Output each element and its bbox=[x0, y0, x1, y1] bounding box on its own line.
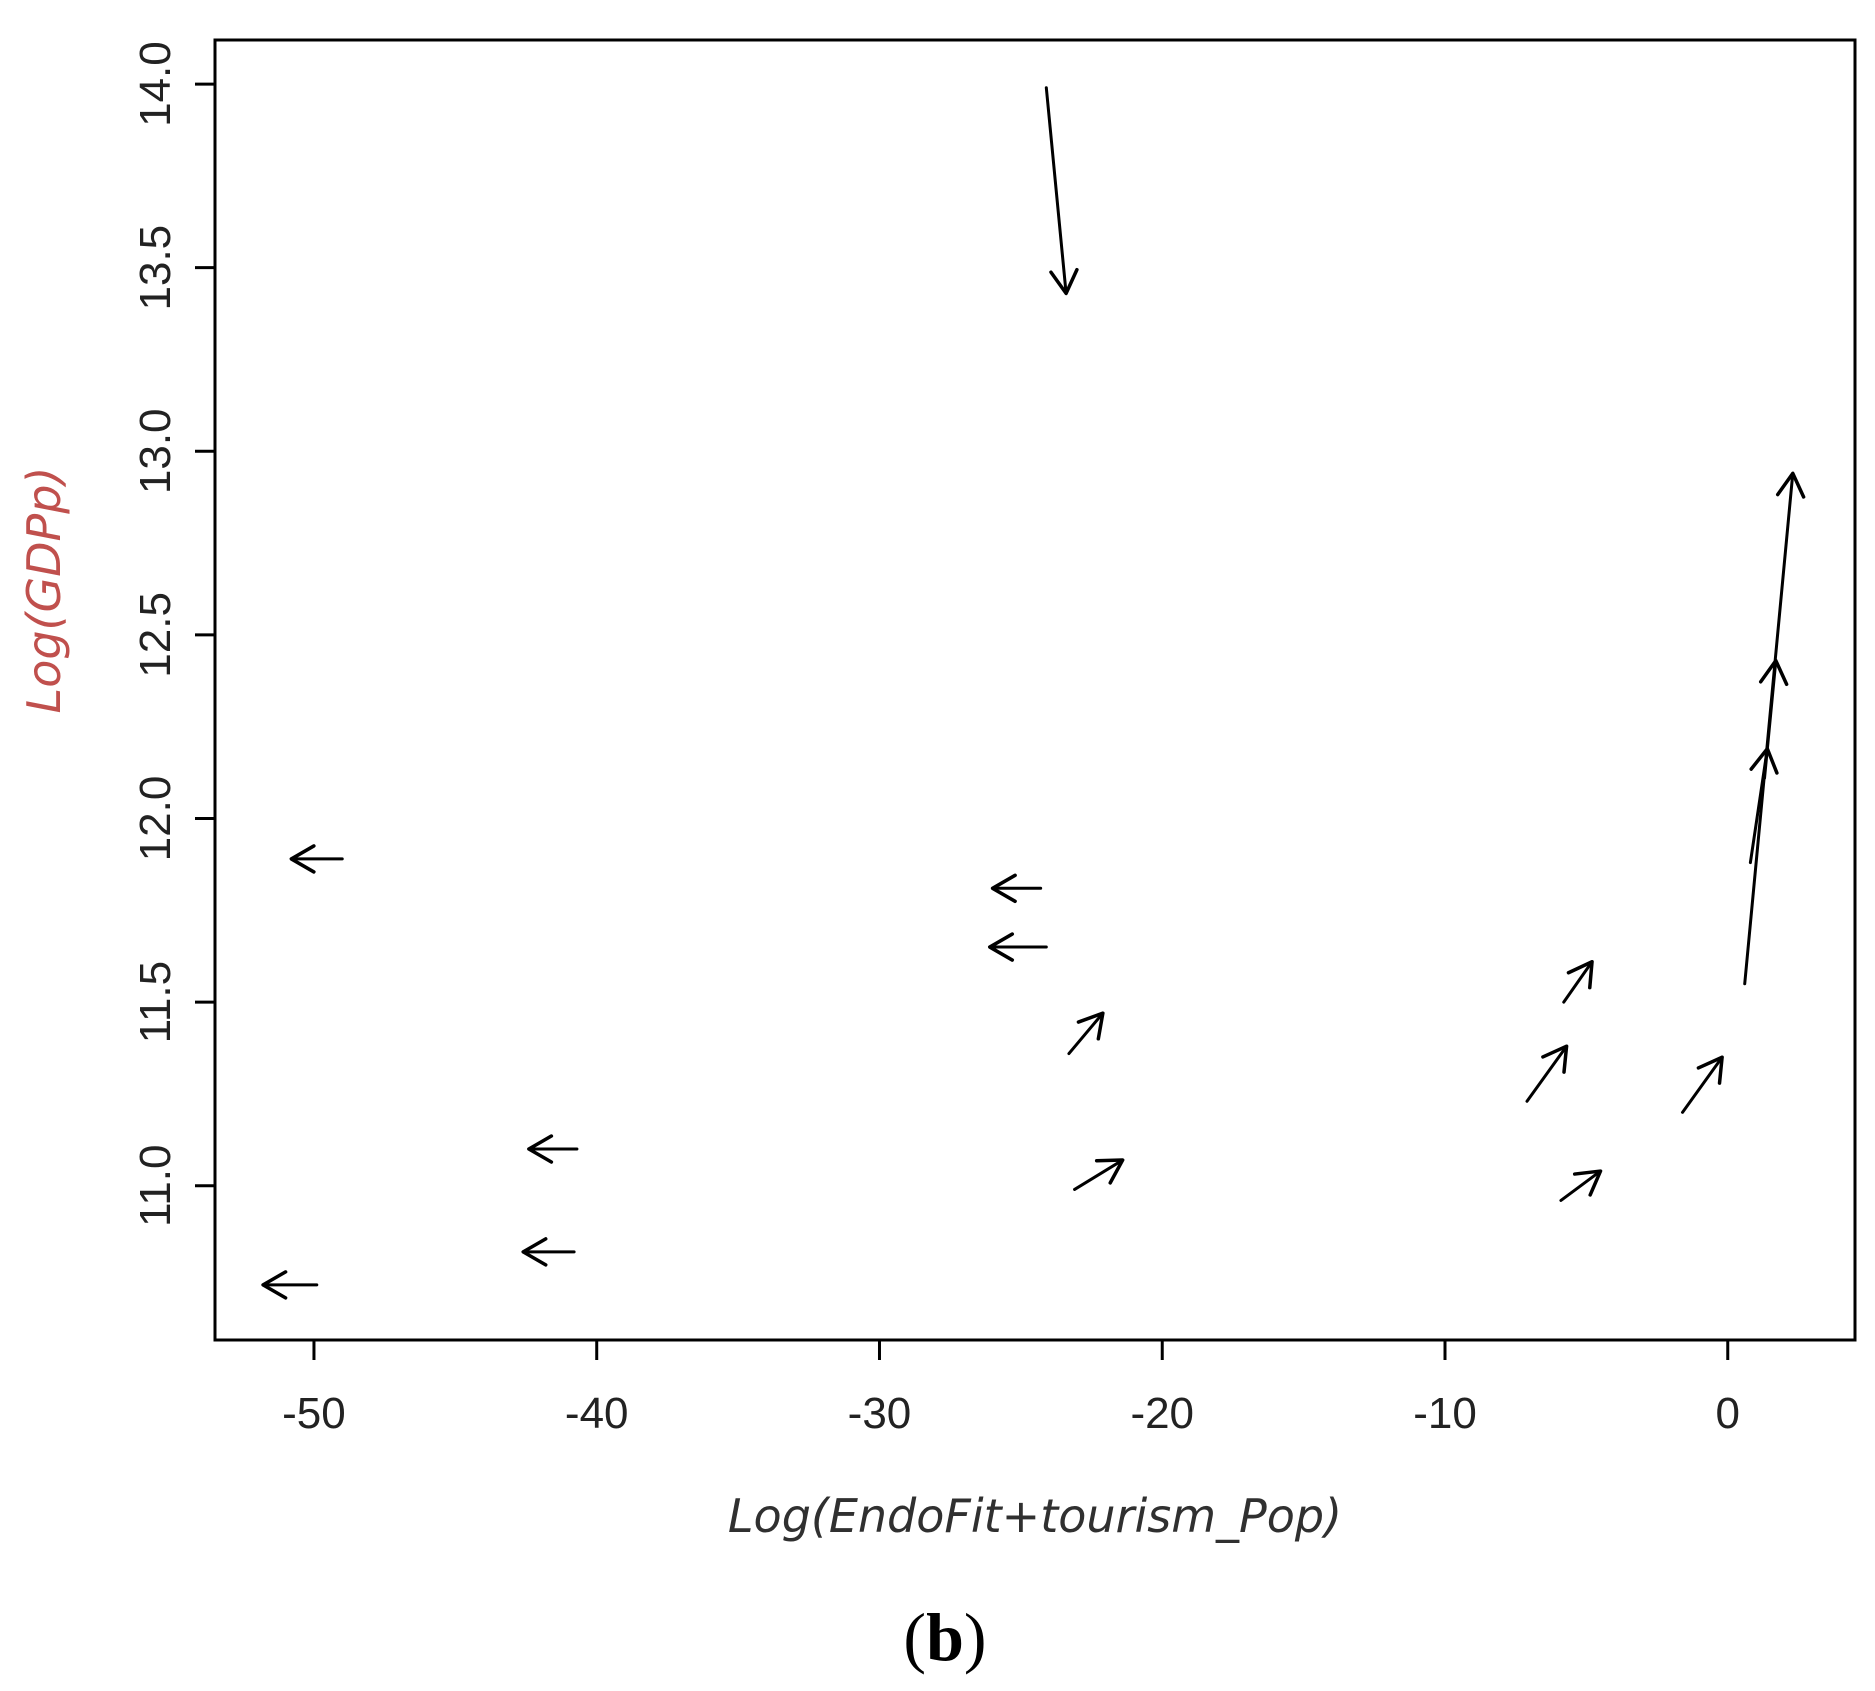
arrow bbox=[1758, 658, 1789, 780]
y-tick-label: 12.5 bbox=[131, 592, 180, 678]
arrow-shaft bbox=[1763, 659, 1778, 780]
arrow-head bbox=[1775, 471, 1806, 499]
arrow bbox=[1748, 747, 1779, 865]
arrow-shaft bbox=[1044, 86, 1068, 295]
y-axis: 11.0 11.5 12.0 12.5 13.0 13.5 14.0 bbox=[131, 41, 215, 1227]
y-tick-label: 12.0 bbox=[131, 776, 180, 862]
arrow bbox=[527, 1134, 579, 1164]
arrow bbox=[1559, 1169, 1603, 1202]
panel-label-letter: b bbox=[926, 1599, 964, 1675]
arrow-shaft bbox=[1681, 1055, 1724, 1114]
arrow-head bbox=[1076, 1011, 1105, 1041]
arrow-shaft bbox=[1067, 1011, 1105, 1056]
arrow-head bbox=[1572, 1169, 1603, 1197]
panel-label-open-paren: ( bbox=[903, 1599, 926, 1675]
y-tick-label: 11.0 bbox=[131, 1145, 180, 1227]
arrow-head bbox=[990, 873, 1017, 904]
arrow bbox=[261, 1270, 319, 1300]
arrow bbox=[1067, 1011, 1105, 1056]
arrow-head bbox=[1049, 267, 1079, 296]
panel-label-close-paren: ) bbox=[964, 1599, 987, 1675]
arrow-shaft bbox=[1559, 1169, 1603, 1202]
arrow bbox=[1044, 86, 1079, 296]
arrow bbox=[289, 844, 344, 874]
arrow bbox=[990, 873, 1043, 904]
y-tick-label: 13.5 bbox=[131, 225, 180, 311]
arrow-head bbox=[261, 1270, 288, 1300]
arrow-head bbox=[521, 1237, 548, 1267]
arrow-head bbox=[527, 1134, 554, 1164]
x-axis-label: Log(EndoFit+tourism_Pop) bbox=[728, 1489, 1342, 1543]
arrow-shaft bbox=[1562, 960, 1594, 1004]
arrow bbox=[988, 932, 1048, 962]
arrow-head bbox=[1541, 1044, 1569, 1074]
x-tick-label: -40 bbox=[565, 1389, 629, 1438]
arrow bbox=[1073, 1158, 1125, 1191]
y-axis-label: Log(GDPp) bbox=[17, 467, 71, 714]
arrow-shaft bbox=[1073, 1158, 1125, 1191]
y-tick-label: 13.0 bbox=[131, 408, 180, 494]
x-axis: -50 -40 -30 -20 -10 0 bbox=[282, 1340, 1740, 1438]
arrow-head bbox=[1566, 960, 1594, 990]
arrow-head bbox=[1696, 1055, 1724, 1085]
arrow-head bbox=[1758, 658, 1789, 687]
arrow bbox=[521, 1237, 576, 1267]
arrow bbox=[1525, 1044, 1569, 1103]
y-tick-label: 14.0 bbox=[131, 41, 180, 127]
y-tick-label: 11.5 bbox=[131, 961, 180, 1043]
x-tick-label: -20 bbox=[1130, 1389, 1194, 1438]
arrow bbox=[1562, 960, 1594, 1004]
arrow-head bbox=[988, 932, 1015, 962]
panel-label: (b) bbox=[903, 1599, 986, 1675]
x-tick-label: -30 bbox=[848, 1389, 912, 1438]
plot-frame bbox=[213, 38, 1857, 1342]
x-tick-label: -50 bbox=[282, 1389, 346, 1438]
arrow-head bbox=[1094, 1158, 1125, 1185]
arrow-series bbox=[261, 86, 1806, 1300]
x-tick-label: -10 bbox=[1413, 1389, 1477, 1438]
x-tick-label: 0 bbox=[1716, 1389, 1740, 1438]
arrow-shaft bbox=[1525, 1044, 1569, 1103]
arrow bbox=[1743, 471, 1806, 986]
arrow bbox=[1681, 1055, 1724, 1114]
arrow-head bbox=[289, 844, 316, 874]
